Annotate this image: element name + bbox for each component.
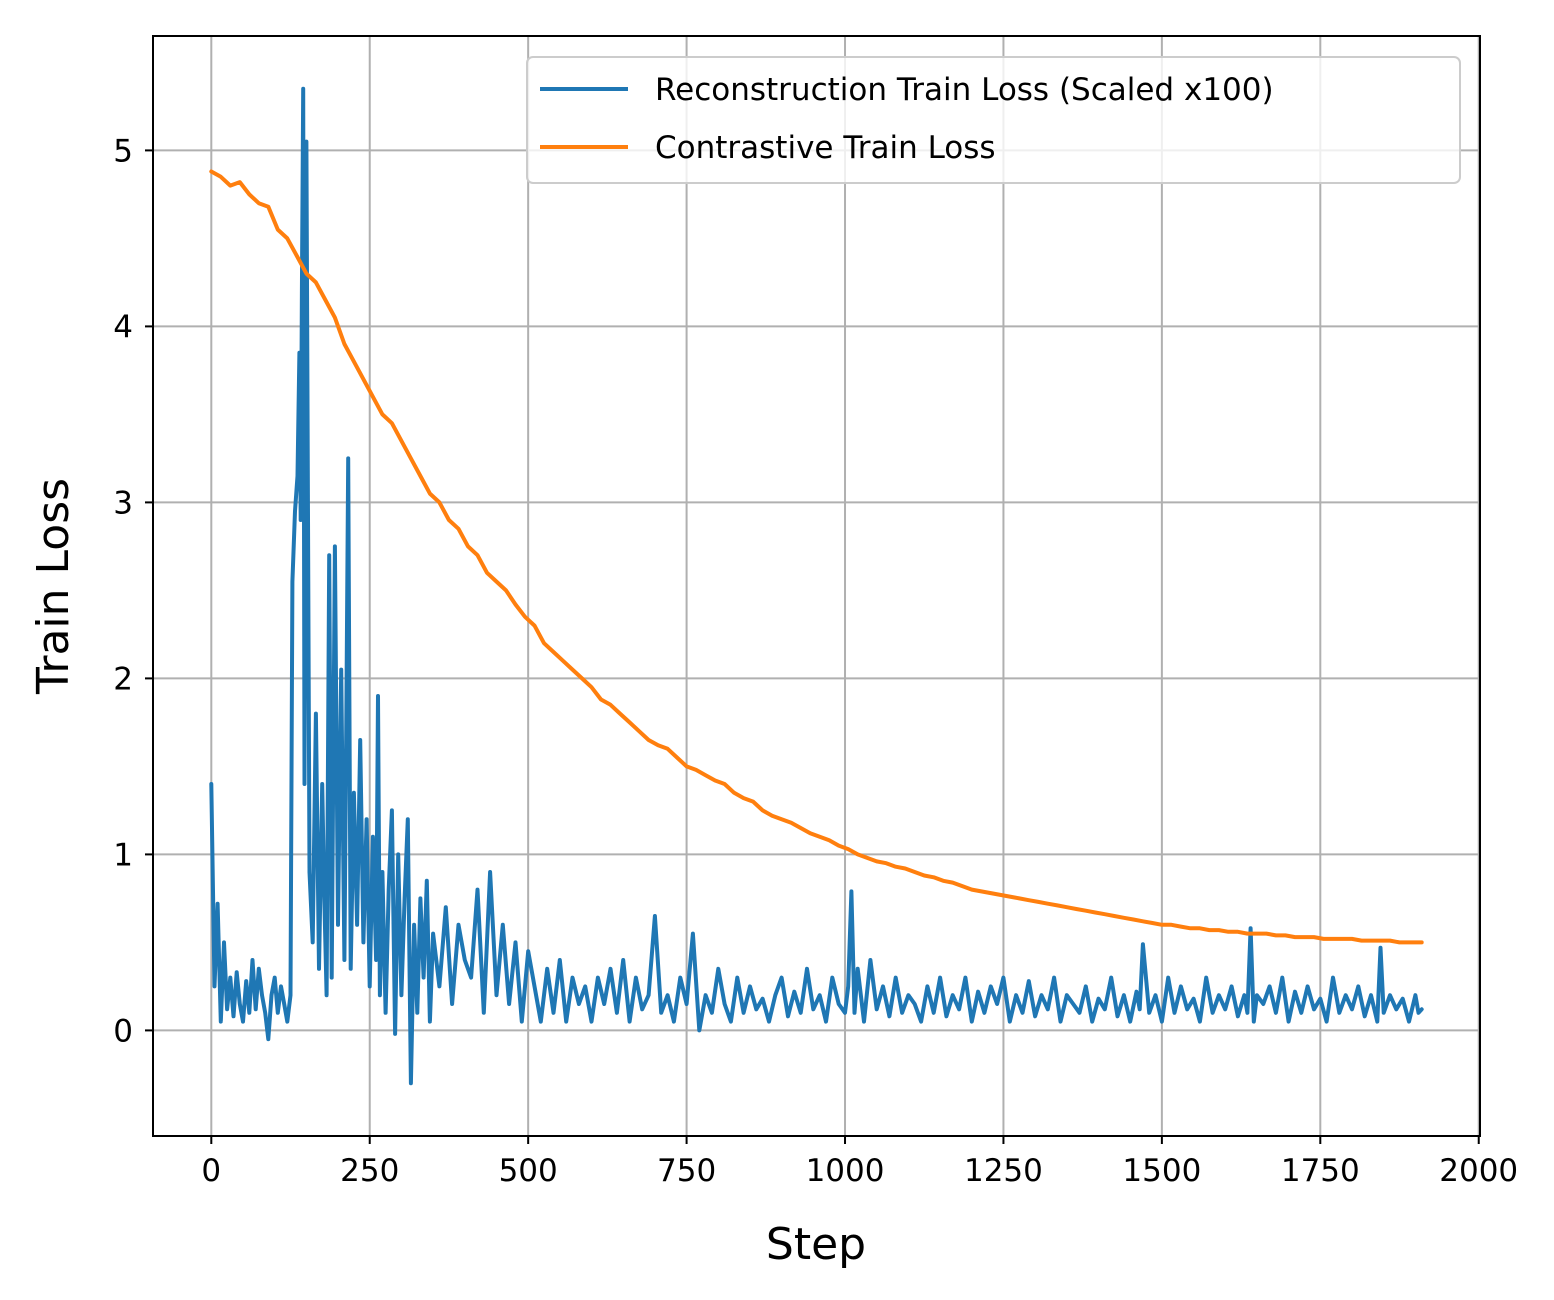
contrastive-loss-line [209, 169, 1424, 945]
series-lines [209, 86, 1424, 1086]
legend-label-reconstruction: Reconstruction Train Loss (Scaled x100) [655, 72, 1274, 108]
x-tick-label: 500 [499, 1153, 558, 1189]
x-tick-label: 1250 [964, 1153, 1043, 1189]
legend-box [526, 56, 1461, 184]
x-tick-label: 750 [657, 1153, 716, 1189]
y-tick-label: 5 [113, 133, 133, 169]
y-tick-label: 1 [113, 837, 133, 873]
y-tick-label: 3 [113, 485, 133, 521]
y-tick-label: 0 [113, 1013, 133, 1049]
grid-lines [153, 36, 1480, 1136]
x-axis-ticks: 0 250 500 750 1000 1250 1500 1750 2000 [201, 1136, 1518, 1189]
reconstruction-loss-line [209, 86, 1424, 1086]
y-axis-label: Train Loss [28, 478, 79, 695]
legend: Reconstruction Train Loss (Scaled x100) … [526, 56, 1461, 184]
y-tick-label: 2 [113, 661, 133, 697]
x-tick-label: 1000 [806, 1153, 885, 1189]
x-tick-label: 1750 [1281, 1153, 1360, 1189]
plot-area-frame [152, 35, 1481, 1137]
x-tick-label: 1500 [1122, 1153, 1201, 1189]
x-tick-label: 250 [340, 1153, 399, 1189]
legend-label-contrastive: Contrastive Train Loss [655, 130, 996, 166]
x-tick-label: 0 [201, 1153, 221, 1189]
x-tick-label: 2000 [1439, 1153, 1518, 1189]
x-axis-label: Step [766, 1219, 866, 1270]
y-axis-ticks: 0 1 2 3 4 5 [113, 133, 153, 1049]
y-tick-label: 4 [113, 309, 133, 345]
